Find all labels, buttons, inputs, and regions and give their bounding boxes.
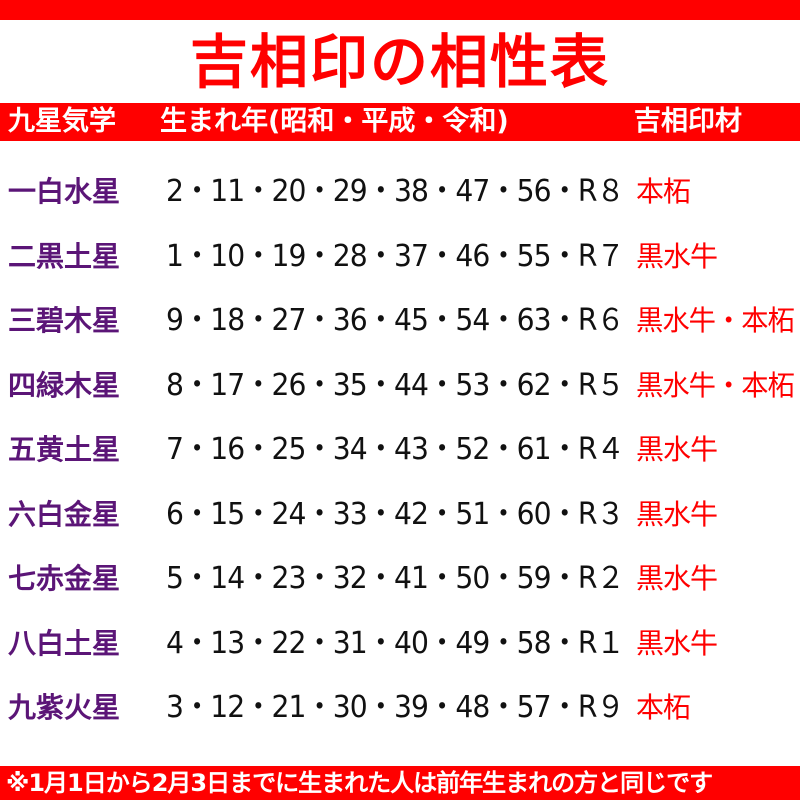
star-name: 五黄土星 <box>8 433 121 466</box>
birth-years: 4・13・22・31・40・49・58・R１ <box>166 625 625 661</box>
header-star: 九星気学 <box>8 106 116 137</box>
star-name: 七赤金星 <box>8 562 121 595</box>
birth-years: 2・11・20・29・38・47・56・R８ <box>166 174 625 209</box>
star-name: 九紫火星 <box>8 691 121 724</box>
birth-years: 3・12・21・30・39・48・57・R９ <box>166 690 625 725</box>
footer-note: ※1月1日から2月3日までに生まれた人は前年生まれの方と同じです <box>6 769 713 797</box>
header-years: 生まれ年(昭和・平成・令和) <box>160 106 509 137</box>
table-row: 五黄土星 7・16・25・34・43・52・61・R４ 黒水牛 <box>0 420 800 480</box>
material: 黒水牛 <box>636 562 718 595</box>
table-header: 九星気学 生まれ年(昭和・平成・令和) 吉相印材 <box>0 103 800 141</box>
star-name: 二黒土星 <box>8 239 121 273</box>
birth-years: 7・16・25・34・43・52・61・R４ <box>166 432 625 467</box>
table-row: 二黒土星 1・10・19・28・37・46・55・R７ 黒水牛 <box>0 227 800 287</box>
star-name: 六白金星 <box>8 497 121 531</box>
material: 黒水牛 <box>636 626 718 660</box>
star-name: 八白土星 <box>8 626 121 660</box>
table-row: 八白土星 4・13・22・31・40・49・58・R１ 黒水牛 <box>0 614 800 674</box>
star-name: 四緑木星 <box>8 368 121 402</box>
header-material: 吉相印材 <box>634 106 742 137</box>
top-red-bar <box>0 0 800 20</box>
table-row: 六白金星 6・15・24・33・42・51・60・R３ 黒水牛 <box>0 485 800 545</box>
material: 黒水牛 <box>636 239 718 273</box>
material: 黒水牛・本柘 <box>636 368 795 402</box>
birth-years: 1・10・19・28・37・46・55・R７ <box>166 238 625 274</box>
table-row: 七赤金星 5・14・23・32・41・50・59・R２ 黒水牛 <box>0 549 800 609</box>
material: 黒水牛・本柘 <box>636 304 795 337</box>
star-name: 三碧木星 <box>8 304 121 337</box>
material: 黒水牛 <box>636 497 718 531</box>
material: 黒水牛 <box>636 433 718 466</box>
birth-years: 5・14・23・32・41・50・59・R２ <box>166 561 625 596</box>
page-title: 吉相印の相性表 <box>189 28 610 96</box>
table-row: 三碧木星 9・18・27・36・45・54・63・R６ 黒水牛・本柘 <box>0 291 800 351</box>
table-row: 一白水星 2・11・20・29・38・47・56・R８ 本柘 <box>0 162 800 222</box>
birth-years: 8・17・26・35・44・53・62・R５ <box>166 367 625 403</box>
birth-years: 6・15・24・33・42・51・60・R３ <box>166 496 625 532</box>
material: 本柘 <box>636 175 691 208</box>
material: 本柘 <box>636 691 691 724</box>
birth-years: 9・18・27・36・45・54・63・R６ <box>166 303 625 338</box>
table-row: 四緑木星 8・17・26・35・44・53・62・R５ 黒水牛・本柘 <box>0 356 800 416</box>
table-row: 九紫火星 3・12・21・30・39・48・57・R９ 本柘 <box>0 678 800 738</box>
star-name: 一白水星 <box>8 175 121 208</box>
footer-bar: ※1月1日から2月3日までに生まれた人は前年生まれの方と同じです <box>0 766 800 800</box>
